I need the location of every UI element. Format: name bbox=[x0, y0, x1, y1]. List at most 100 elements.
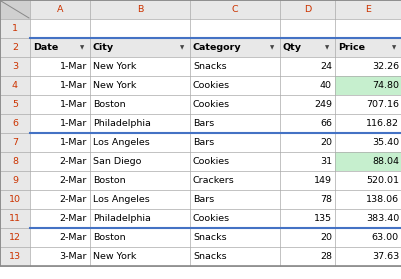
Text: 1-Mar: 1-Mar bbox=[59, 119, 87, 128]
Text: 1: 1 bbox=[12, 24, 18, 33]
Bar bbox=[0, 209, 30, 228]
Text: 5: 5 bbox=[12, 100, 18, 109]
Text: 13: 13 bbox=[9, 252, 21, 261]
Bar bbox=[30, 247, 90, 266]
Bar bbox=[334, 190, 401, 209]
Bar bbox=[334, 133, 401, 152]
Text: Qty: Qty bbox=[282, 43, 301, 52]
Text: E: E bbox=[365, 5, 371, 14]
Bar bbox=[279, 114, 334, 133]
Bar bbox=[334, 95, 401, 114]
Text: 32.26: 32.26 bbox=[371, 62, 398, 71]
Bar bbox=[334, 19, 401, 38]
Bar bbox=[0, 76, 30, 95]
Text: 2-Mar: 2-Mar bbox=[59, 195, 87, 204]
Bar bbox=[0, 152, 30, 171]
Text: 2-Mar: 2-Mar bbox=[59, 176, 87, 185]
Text: 2-Mar: 2-Mar bbox=[59, 157, 87, 166]
Text: ▼: ▼ bbox=[80, 45, 84, 50]
Text: 1-Mar: 1-Mar bbox=[59, 81, 87, 90]
Text: 520.01: 520.01 bbox=[365, 176, 398, 185]
Text: Bars: Bars bbox=[192, 119, 214, 128]
Bar bbox=[334, 228, 401, 247]
Text: 149: 149 bbox=[313, 176, 331, 185]
Bar bbox=[279, 171, 334, 190]
Bar bbox=[0, 19, 30, 38]
Text: 20: 20 bbox=[319, 233, 331, 242]
Bar bbox=[279, 247, 334, 266]
Bar bbox=[90, 0, 190, 19]
Bar bbox=[279, 19, 334, 38]
Bar bbox=[190, 133, 279, 152]
Text: Los Angeles: Los Angeles bbox=[93, 138, 150, 147]
Text: 35.40: 35.40 bbox=[371, 138, 398, 147]
Text: 3-Mar: 3-Mar bbox=[59, 252, 87, 261]
Bar bbox=[190, 38, 279, 57]
Bar bbox=[0, 228, 30, 247]
Text: ▼: ▼ bbox=[269, 45, 273, 50]
Text: 1-Mar: 1-Mar bbox=[59, 138, 87, 147]
Bar bbox=[0, 0, 30, 19]
Bar bbox=[90, 19, 190, 38]
Text: Los Angeles: Los Angeles bbox=[93, 195, 150, 204]
Text: Boston: Boston bbox=[93, 100, 125, 109]
Text: Cookies: Cookies bbox=[192, 157, 229, 166]
Bar bbox=[279, 190, 334, 209]
Bar bbox=[279, 57, 334, 76]
Text: Snacks: Snacks bbox=[192, 252, 226, 261]
Text: 7: 7 bbox=[12, 138, 18, 147]
Bar bbox=[30, 114, 90, 133]
Text: 31: 31 bbox=[319, 157, 331, 166]
Bar bbox=[190, 171, 279, 190]
Bar bbox=[334, 0, 401, 19]
Bar bbox=[0, 57, 30, 76]
Bar bbox=[30, 209, 90, 228]
Text: Boston: Boston bbox=[93, 176, 125, 185]
Bar bbox=[90, 95, 190, 114]
Bar bbox=[0, 114, 30, 133]
Text: 12: 12 bbox=[9, 233, 21, 242]
Text: D: D bbox=[303, 5, 310, 14]
Text: 11: 11 bbox=[9, 214, 21, 223]
Text: 40: 40 bbox=[319, 81, 331, 90]
Bar bbox=[190, 190, 279, 209]
Bar bbox=[90, 114, 190, 133]
Text: 4: 4 bbox=[12, 81, 18, 90]
Text: San Diego: San Diego bbox=[93, 157, 141, 166]
Text: 116.82: 116.82 bbox=[365, 119, 398, 128]
Text: A: A bbox=[57, 5, 63, 14]
Text: 138.06: 138.06 bbox=[365, 195, 398, 204]
Bar bbox=[279, 228, 334, 247]
Bar bbox=[30, 190, 90, 209]
Bar bbox=[279, 152, 334, 171]
Text: Crackers: Crackers bbox=[192, 176, 234, 185]
Bar bbox=[90, 171, 190, 190]
Bar bbox=[30, 19, 90, 38]
Bar bbox=[334, 57, 401, 76]
Text: 2-Mar: 2-Mar bbox=[59, 214, 87, 223]
Bar bbox=[90, 152, 190, 171]
Bar bbox=[0, 38, 30, 57]
Bar bbox=[0, 190, 30, 209]
Text: Date: Date bbox=[33, 43, 58, 52]
Text: 8: 8 bbox=[12, 157, 18, 166]
Text: Boston: Boston bbox=[93, 233, 125, 242]
Bar bbox=[90, 209, 190, 228]
Bar bbox=[190, 76, 279, 95]
Text: Bars: Bars bbox=[192, 138, 214, 147]
Bar bbox=[90, 57, 190, 76]
Bar bbox=[30, 76, 90, 95]
Bar bbox=[334, 38, 401, 57]
Text: New York: New York bbox=[93, 81, 136, 90]
Bar bbox=[30, 171, 90, 190]
Text: City: City bbox=[93, 43, 114, 52]
Bar bbox=[190, 247, 279, 266]
Bar bbox=[190, 228, 279, 247]
Text: 24: 24 bbox=[319, 62, 331, 71]
Bar bbox=[90, 76, 190, 95]
Bar bbox=[0, 171, 30, 190]
Text: New York: New York bbox=[93, 62, 136, 71]
Bar bbox=[90, 38, 190, 57]
Bar bbox=[0, 133, 30, 152]
Bar bbox=[279, 209, 334, 228]
